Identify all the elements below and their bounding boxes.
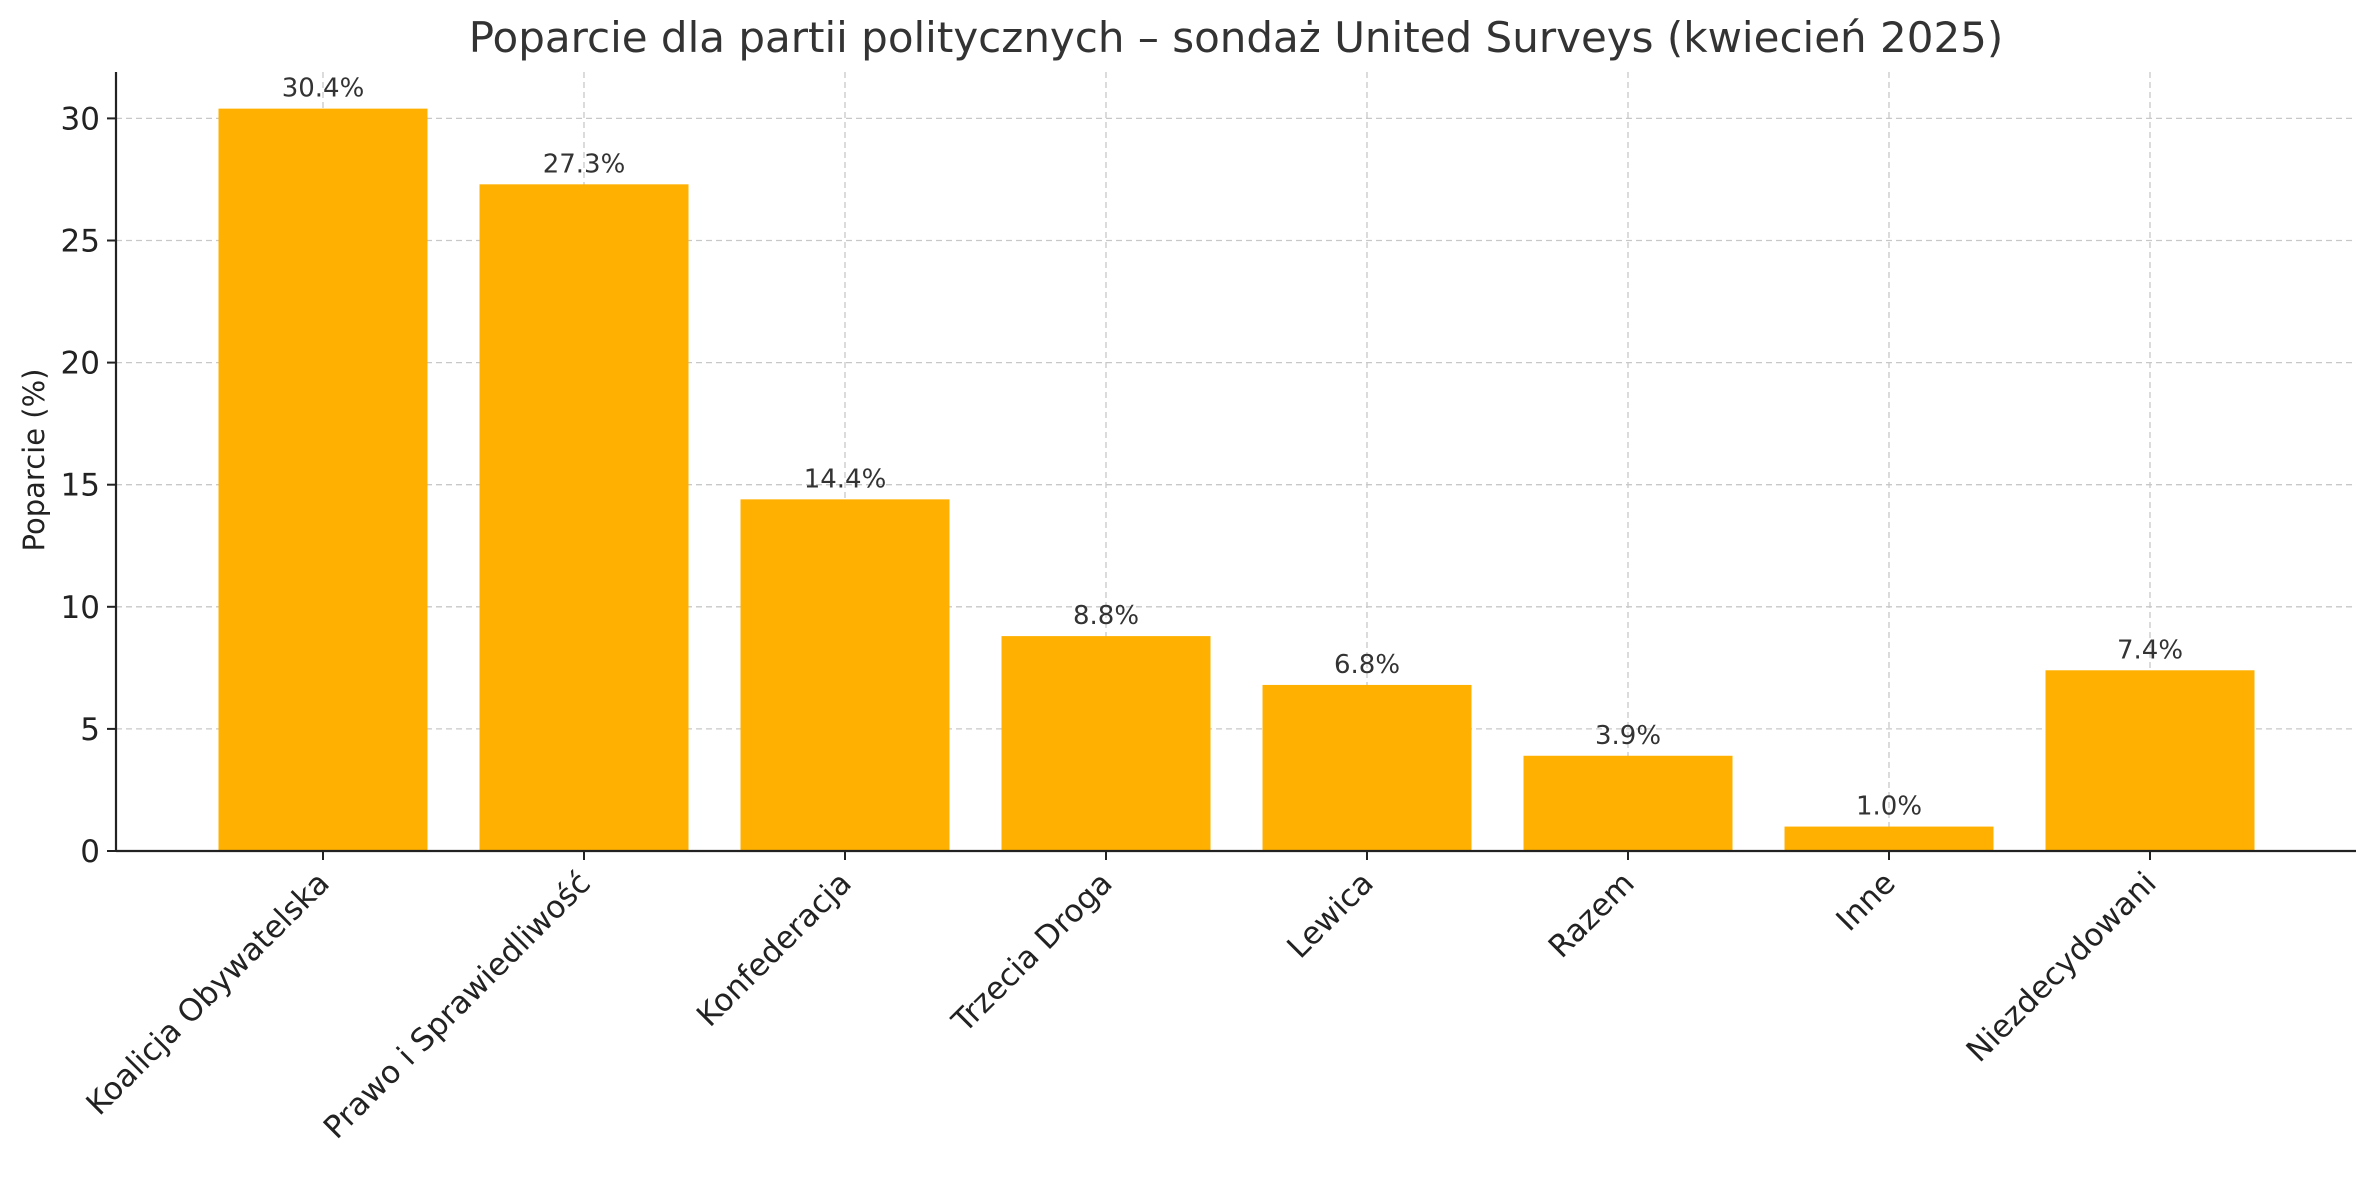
y-axis-label: Poparcie (%) bbox=[17, 369, 51, 552]
y-tick-label: 5 bbox=[80, 712, 100, 748]
bar bbox=[479, 184, 689, 852]
bar bbox=[218, 108, 428, 851]
bar bbox=[1262, 684, 1472, 851]
y-tick-label: 15 bbox=[61, 468, 100, 504]
value-labels: 30.4% 27.3% 14.4% 8.8% 6.8% 3.9% 1.0% 7.4% bbox=[282, 74, 2183, 822]
y-tick-label: 20 bbox=[61, 346, 100, 382]
x-tick-label: Konfederacja bbox=[690, 865, 859, 1034]
x-tick-label: Koalicja Obywatelska bbox=[80, 865, 337, 1122]
x-tick-label: Niezdecydowani bbox=[1960, 865, 2164, 1069]
grid-lines bbox=[116, 72, 2356, 852]
bar-value-label: 6.8% bbox=[1334, 650, 1400, 680]
bar-value-label: 3.9% bbox=[1595, 721, 1661, 751]
bar bbox=[1523, 755, 1733, 851]
x-tick-label: Razem bbox=[1542, 865, 1642, 965]
x-tick-label: Trzecia Droga bbox=[945, 865, 1120, 1040]
bar bbox=[2045, 670, 2255, 851]
bar-value-label: 8.8% bbox=[1073, 601, 1139, 631]
y-tick-label: 0 bbox=[80, 834, 100, 870]
bar-value-label: 27.3% bbox=[543, 149, 626, 179]
bar bbox=[1784, 826, 1994, 851]
x-tick-label: Inne bbox=[1829, 865, 1902, 938]
x-tick-label: Prawo i Sprawiedliwość bbox=[317, 865, 598, 1146]
y-tick-label: 30 bbox=[61, 101, 100, 137]
bar-value-label: 30.4% bbox=[282, 74, 365, 104]
bar-value-label: 7.4% bbox=[2117, 635, 2183, 665]
y-tick-label: 25 bbox=[61, 223, 100, 259]
bar bbox=[740, 499, 950, 851]
chart-title: Poparcie dla partii politycznych – sonda… bbox=[469, 13, 2004, 62]
bar-value-label: 1.0% bbox=[1856, 792, 1922, 822]
bar-value-label: 14.4% bbox=[804, 464, 887, 494]
bar bbox=[1001, 636, 1211, 851]
bars bbox=[218, 108, 2255, 852]
x-tick-label: Lewica bbox=[1280, 865, 1380, 965]
y-tick-label: 10 bbox=[61, 590, 100, 626]
